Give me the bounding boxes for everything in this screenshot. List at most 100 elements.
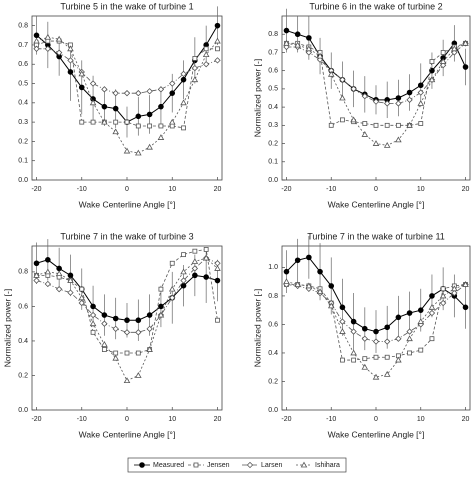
marker — [327, 302, 335, 309]
legend-marker — [300, 461, 308, 468]
marker — [203, 274, 209, 280]
marker — [180, 99, 187, 106]
marker — [168, 118, 176, 125]
marker — [362, 121, 368, 126]
legend-marker — [193, 462, 199, 468]
marker — [339, 76, 346, 83]
marker — [158, 123, 164, 129]
marker — [123, 90, 131, 97]
marker — [158, 103, 164, 110]
marker — [169, 123, 175, 129]
marker — [112, 105, 119, 112]
marker — [101, 103, 108, 110]
marker — [169, 90, 176, 96]
marker — [113, 350, 119, 356]
marker — [112, 354, 119, 361]
x-tick-label: 0 — [374, 186, 378, 193]
marker — [101, 86, 108, 93]
marker — [428, 303, 436, 310]
marker — [395, 335, 402, 342]
y-tick-label: 0.3 — [268, 122, 278, 129]
marker — [79, 119, 85, 125]
marker — [339, 94, 346, 101]
series: Ishihara — [283, 39, 469, 148]
marker — [373, 354, 379, 360]
y-tick-label: 0.8 — [268, 293, 278, 300]
series: Larsen — [283, 281, 469, 345]
marker — [350, 318, 357, 325]
marker — [135, 350, 141, 356]
marker — [214, 57, 221, 64]
marker — [406, 310, 413, 316]
marker — [339, 328, 346, 334]
marker — [339, 318, 346, 325]
marker — [328, 283, 335, 289]
y-axis-label: Normalized power [-] — [252, 59, 262, 137]
marker — [440, 50, 446, 55]
marker — [181, 125, 186, 131]
marker — [124, 119, 130, 125]
marker — [428, 76, 436, 83]
series: Ishihara — [283, 278, 469, 380]
marker — [33, 260, 40, 267]
marker — [89, 320, 97, 327]
marker — [203, 61, 210, 68]
marker — [395, 136, 402, 143]
marker — [340, 117, 345, 123]
marker — [384, 354, 390, 360]
marker — [383, 370, 391, 377]
marker — [305, 49, 313, 56]
marker — [135, 329, 142, 336]
series: Larsen — [33, 254, 221, 336]
marker — [146, 88, 153, 95]
marker — [462, 64, 469, 70]
legend-label: Ishihara — [315, 462, 340, 469]
marker — [395, 95, 402, 101]
marker — [67, 289, 74, 296]
marker — [350, 349, 357, 356]
marker — [351, 357, 357, 363]
marker — [361, 335, 368, 342]
marker — [294, 31, 301, 38]
y-tick-label: 0.4 — [18, 338, 28, 345]
marker — [55, 35, 63, 42]
marker — [395, 314, 402, 321]
marker — [384, 122, 390, 128]
marker — [294, 41, 301, 48]
marker — [33, 45, 40, 52]
marker — [44, 45, 51, 52]
marker — [101, 118, 108, 125]
marker — [316, 288, 324, 295]
legend-label: Jensen — [207, 462, 230, 469]
marker — [372, 140, 380, 146]
y-tick-label: 0.8 — [268, 31, 278, 38]
y-tick-label: 0.2 — [18, 372, 28, 379]
x-tick-label: -20 — [281, 416, 291, 423]
marker — [214, 22, 221, 29]
x-tick-label: 0 — [125, 186, 129, 193]
y-tick-label: 0.0 — [268, 407, 278, 414]
marker — [406, 328, 413, 335]
legend-marker — [139, 462, 145, 468]
series-line — [36, 257, 218, 382]
marker — [90, 119, 96, 125]
marker — [146, 111, 153, 118]
marker — [78, 70, 86, 77]
marker — [146, 346, 153, 352]
marker — [135, 123, 141, 129]
x-axis-label: Wake Centerline Angle [°] — [79, 199, 176, 209]
marker — [350, 116, 357, 123]
x-tick-label: 10 — [417, 186, 425, 193]
marker — [406, 89, 413, 96]
x-tick-label: -10 — [326, 416, 336, 423]
marker — [191, 258, 199, 264]
x-tick-label: -20 — [281, 186, 291, 193]
marker — [429, 336, 435, 342]
marker — [317, 268, 323, 275]
marker — [350, 85, 357, 93]
marker — [328, 122, 334, 128]
x-tick-label: -10 — [326, 186, 336, 193]
x-tick-label: 0 — [125, 416, 129, 423]
series-line — [36, 40, 218, 129]
